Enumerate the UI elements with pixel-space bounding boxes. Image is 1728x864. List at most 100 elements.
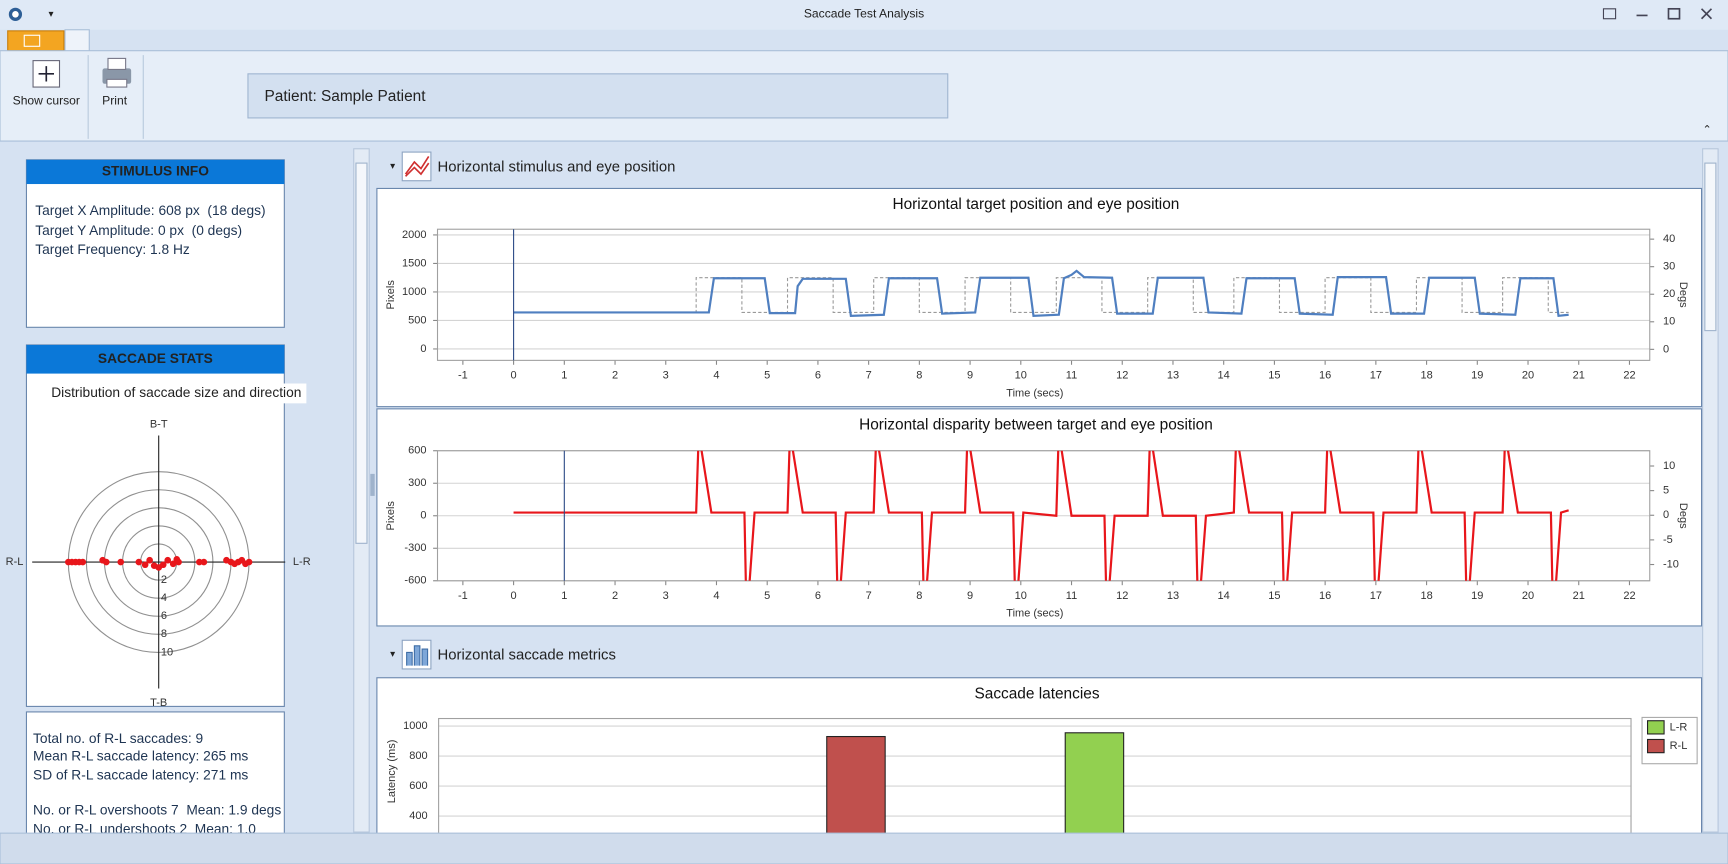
x-tick-label: 7 (866, 370, 872, 382)
y2-tick-label: -10 (1663, 558, 1679, 570)
stats-text-box (25, 711, 285, 839)
stats-line: SD of R-L saccade latency: 271 ms (33, 767, 248, 782)
section-toggle[interactable]: ▾ (390, 649, 395, 660)
chart-panel (376, 187, 1703, 408)
x-tick-label: 13 (1167, 370, 1179, 382)
home-tab[interactable] (64, 29, 90, 53)
ring-label: 6 (161, 610, 167, 622)
x-tick-label: 7 (866, 590, 872, 602)
x-tick-label: 9 (967, 370, 973, 382)
legend-label: R-L (1670, 740, 1688, 752)
file-tab[interactable] (7, 30, 65, 52)
print-button[interactable]: Print (102, 57, 132, 108)
show-cursor-button[interactable]: Show cursor (13, 60, 80, 108)
x-tick-label: 12 (1116, 370, 1128, 382)
patient-name: Patient: Sample Patient (264, 88, 426, 105)
ring-label: 10 (161, 646, 173, 658)
app-icon-dot (12, 11, 19, 18)
y-axis-label: Latency (ms) (386, 740, 398, 804)
y-tick-label: -300 (404, 542, 426, 554)
y2-tick-label: 5 (1663, 485, 1669, 497)
x-tick-label: 11 (1066, 590, 1077, 602)
x-tick-label: 10 (1015, 370, 1027, 382)
y-tick-label: 0 (420, 510, 426, 522)
bar-chart-glyph (406, 645, 429, 666)
stats-line: No. or R-L overshoots 7 Mean: 1.9 degs (33, 803, 281, 818)
x-tick-label: 22 (1623, 370, 1635, 382)
y2-tick-label: 20 (1663, 288, 1675, 300)
button-label: Print (102, 94, 128, 108)
x-tick-label: 5 (764, 370, 770, 382)
stimulus-line: Target X Amplitude: 608 px (18 degs) (35, 203, 265, 218)
y2-tick-label: 10 (1663, 460, 1675, 472)
maximize-button[interactable] (1667, 7, 1681, 20)
saccade-point (169, 560, 177, 568)
saccade-point (196, 558, 203, 566)
saccade-point (102, 558, 110, 566)
x-tick-label: 10 (1015, 590, 1027, 602)
y-tick-label: 1000 (402, 286, 427, 298)
title-bar (0, 0, 1728, 30)
x-tick-label: 0 (511, 590, 517, 602)
x-tick-label: 19 (1471, 370, 1483, 382)
x-tick-label: 20 (1522, 590, 1534, 602)
y2-tick-label: 30 (1663, 261, 1675, 273)
saccade-point (141, 561, 149, 569)
collapse-ribbon[interactable]: ⌃ (1702, 124, 1711, 136)
y-tick-label: 500 (408, 314, 426, 326)
section-toggle[interactable]: ▾ (390, 161, 395, 172)
file-tab-icon (23, 34, 41, 47)
stimulus-header-bg (26, 159, 285, 185)
saccade-point (164, 556, 172, 564)
x-tick-label: 6 (815, 370, 821, 382)
x-tick-label: 19 (1471, 590, 1483, 602)
chart-panel (376, 408, 1703, 627)
splitter[interactable] (370, 473, 375, 496)
chart-title: Saccade latencies (974, 685, 1099, 702)
restore-icon[interactable] (1602, 8, 1617, 20)
y-tick-label: 1500 (402, 257, 427, 269)
ring-label: 8 (161, 628, 167, 640)
x-tick-label: 22 (1623, 590, 1635, 602)
x-tick-label: 17 (1370, 590, 1382, 602)
x-tick-label: 13 (1167, 590, 1179, 602)
patient-box (247, 73, 949, 119)
saccade-point (173, 556, 181, 563)
left-scroll-thumb[interactable] (355, 162, 368, 544)
ring-label: 2 (161, 574, 167, 586)
right-scroll-thumb[interactable] (1704, 162, 1717, 332)
x-axis-label: Time (secs) (1006, 387, 1063, 399)
x-tick-label: 6 (815, 590, 821, 602)
stimulus-box (25, 159, 285, 328)
y2-tick-label: 10 (1663, 316, 1675, 328)
x-tick-label: 15 (1268, 370, 1280, 382)
y-tick-label: 300 (408, 477, 426, 489)
close-button[interactable] (1700, 8, 1713, 20)
x-tick-label: 15 (1268, 590, 1280, 602)
ring-label: 4 (161, 592, 167, 604)
x-tick-label: 20 (1522, 370, 1534, 382)
series-line (513, 450, 1569, 581)
x-tick-label: 1 (561, 370, 567, 382)
x-tick-label: 0 (511, 370, 517, 382)
direction-label: L-R (293, 556, 311, 568)
x-tick-label: 21 (1573, 590, 1585, 602)
x-tick-label: 12 (1116, 590, 1128, 602)
x-tick-label: 17 (1370, 370, 1382, 382)
printer-out (106, 78, 128, 88)
plot-frame (436, 450, 1651, 582)
x-axis-label: Time (secs) (1006, 608, 1063, 620)
x-tick-label: -1 (458, 590, 468, 602)
quick-access[interactable]: ▾ (48, 9, 53, 20)
y-tick-label: 400 (409, 810, 427, 822)
saccade-point (200, 558, 208, 566)
plot-frame (436, 228, 1651, 361)
y2-tick-label: 0 (1663, 343, 1669, 355)
plot-frame (438, 717, 1632, 838)
y2-tick-label: 40 (1663, 233, 1675, 245)
bar (1064, 732, 1125, 838)
show-cursor-glyph (38, 66, 54, 82)
y-tick-label: 600 (408, 445, 426, 457)
